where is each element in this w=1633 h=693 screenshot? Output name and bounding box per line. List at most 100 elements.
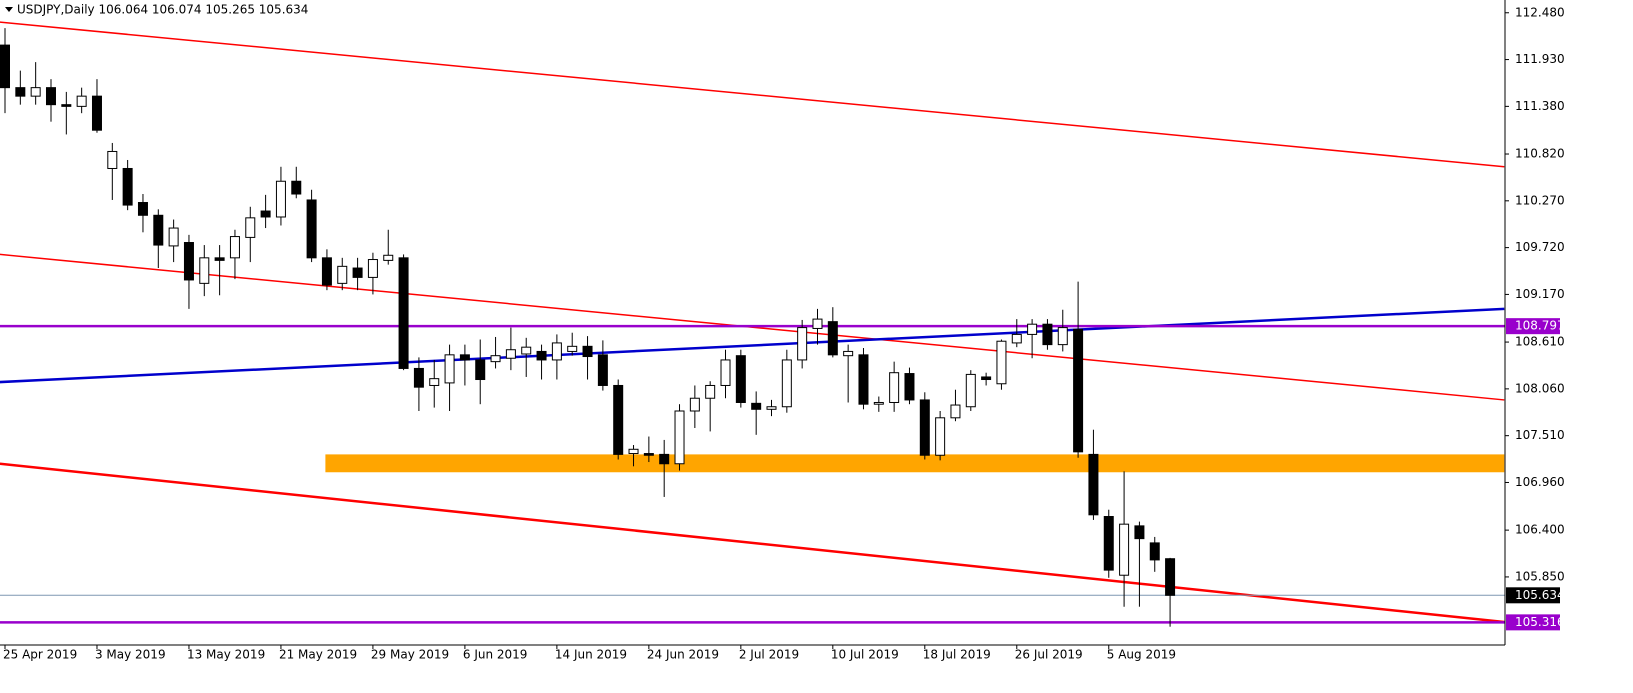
candle-body [582,345,593,358]
x-tick-label: 26 Jul 2019 [1015,648,1083,662]
candle-body [107,150,118,169]
menu-triangle [5,7,13,12]
price-label: 105.316 [1515,615,1565,629]
candle-body [935,417,946,456]
candle-body [567,345,578,352]
candle-body [950,404,961,419]
x-tick-label: 13 May 2019 [187,648,265,662]
candle-body [643,453,654,456]
candle-body [889,372,900,403]
x-tick-label: 2 Jul 2019 [739,648,799,662]
x-tick-label: 3 May 2019 [95,648,166,662]
candle-body [613,384,624,455]
candle-body [521,346,532,355]
candle-body [965,373,976,408]
candle-body [797,327,808,361]
candle-body [827,321,838,356]
candle-body [1165,558,1176,596]
candle-body [674,410,685,465]
candle-body [183,242,194,281]
candle-body [30,87,41,97]
candle-body [367,259,378,278]
candle-body [245,217,256,238]
candle-body [45,87,56,106]
candle-body [919,399,930,456]
price-label-box [1506,614,1560,631]
trend-line [0,21,1505,168]
price-label: 105.634 [1515,588,1565,602]
candle-body [1149,542,1160,561]
x-tick-label: 14 Jun 2019 [555,648,627,662]
y-tick-label: 109.720 [1515,240,1565,254]
y-tick-label: 110.270 [1515,193,1565,207]
candle-body [321,257,332,286]
candle-body [996,340,1007,385]
candle-body [536,350,547,361]
candle-body [873,401,884,405]
y-tick-label: 106.400 [1515,523,1565,537]
candle-body [659,453,670,465]
candle-body [229,236,240,259]
price-label-box [1506,587,1560,604]
candle-body [15,87,26,97]
candle-body [91,95,102,131]
candle-body [61,104,72,107]
candle-body [505,349,516,359]
candle-body [1057,327,1068,346]
x-tick-label: 29 May 2019 [371,648,449,662]
candle-body [751,402,762,410]
candle-body [1027,323,1038,335]
candle-body [1103,516,1114,571]
price-label: 108.797 [1515,319,1565,333]
trend-line [0,307,1505,384]
candle-body [490,355,501,363]
candle-body [122,167,133,206]
candle-body [153,214,164,246]
candle-body [76,95,87,107]
y-tick-label: 111.380 [1515,99,1565,113]
candle-body [735,355,746,403]
candle-body [843,350,854,357]
candle-body [904,373,915,401]
candle-body [260,210,271,218]
y-tick-label: 109.170 [1515,287,1565,301]
candle-body [429,378,440,386]
y-tick-label: 106.960 [1515,475,1565,489]
candle-body [413,367,424,388]
candle-body [459,354,470,361]
x-tick-label: 5 Aug 2019 [1107,648,1176,662]
candle-body [628,448,639,455]
candle-body [398,257,409,369]
candle-body [199,257,210,284]
candle-body [444,354,455,384]
candle-body [168,227,179,247]
candle-body [1073,328,1084,453]
x-tick-label: 21 May 2019 [279,648,357,662]
candle-body [137,202,148,216]
x-tick-label: 25 Apr 2019 [3,648,77,662]
y-tick-label: 112.480 [1515,5,1565,19]
x-tick-label: 18 Jul 2019 [923,648,991,662]
y-tick-label: 110.820 [1515,147,1565,161]
candle-body [0,44,10,89]
y-tick-label: 105.850 [1515,569,1565,583]
candle-body [1134,525,1145,540]
candle-body [475,359,486,381]
candle-body [812,318,823,329]
candle-body [383,254,394,261]
trend-line [0,462,1505,624]
candle-body [306,199,317,259]
candle-body [766,406,777,410]
chart-title: USDJPY,Daily 106.064 106.074 105.265 105… [17,3,308,17]
candle-body [858,354,869,405]
y-tick-label: 108.060 [1515,381,1565,395]
candle-body [1042,323,1053,346]
candle-body [981,376,992,381]
candle-body [352,267,363,278]
candle-body [781,359,792,408]
candle-body [689,397,700,412]
candle-body [291,180,302,195]
candle-body [720,359,731,386]
